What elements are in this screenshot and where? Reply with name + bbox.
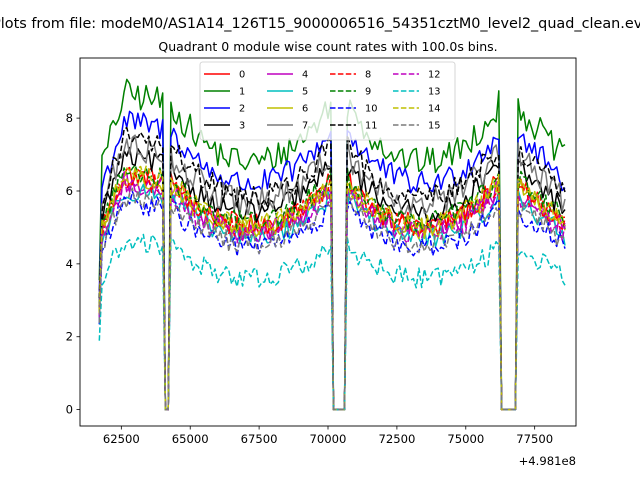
legend-label-1: 1	[239, 87, 245, 98]
y-tick-label: 4	[66, 257, 73, 271]
legend-box	[199, 61, 456, 141]
x-offset-label: +4.981e8	[519, 454, 576, 468]
series-line-15	[98, 187, 566, 411]
legend-label-12: 12	[428, 70, 440, 81]
chart-title: Quadrant 0 module wise count rates with …	[158, 39, 497, 54]
x-tick-label: 77500	[516, 432, 553, 446]
y-tick-label: 6	[66, 184, 73, 198]
legend-label-6: 6	[302, 104, 308, 115]
legend-label-5: 5	[302, 87, 308, 98]
x-tick-label: 72500	[378, 432, 415, 446]
legend-label-4: 4	[302, 70, 308, 81]
x-tick-label: 75000	[447, 432, 484, 446]
y-axis: 0 2 4 6 8	[66, 111, 80, 417]
x-tick-label: 67500	[241, 432, 278, 446]
y-tick-label: 2	[66, 330, 73, 344]
y-tick-label: 0	[66, 403, 73, 417]
x-tick-label: 70000	[310, 432, 347, 446]
legend-label-14: 14	[428, 104, 440, 115]
legend-label-3: 3	[239, 121, 245, 132]
legend-label-15: 15	[428, 121, 440, 132]
legend-label-11: 11	[365, 121, 377, 132]
series-line-14	[98, 165, 566, 411]
legend-label-7: 7	[302, 121, 308, 132]
legend-label-9: 9	[365, 87, 371, 98]
legend-label-8: 8	[365, 70, 371, 81]
legend-label-0: 0	[239, 70, 245, 81]
legend-label-10: 10	[365, 104, 377, 115]
x-axis: 62500 65000 67500 70000 72500 75000 77500	[103, 426, 553, 446]
series-layer	[98, 78, 566, 411]
y-tick-label: 8	[66, 111, 73, 125]
figure-suptitle: Plots from file: modeM0/AS1A14_126T15_90…	[0, 16, 640, 32]
legend-label-13: 13	[428, 87, 440, 98]
x-tick-label: 62500	[103, 432, 140, 446]
legend-label-2: 2	[239, 104, 245, 115]
x-tick-label: 65000	[172, 432, 209, 446]
